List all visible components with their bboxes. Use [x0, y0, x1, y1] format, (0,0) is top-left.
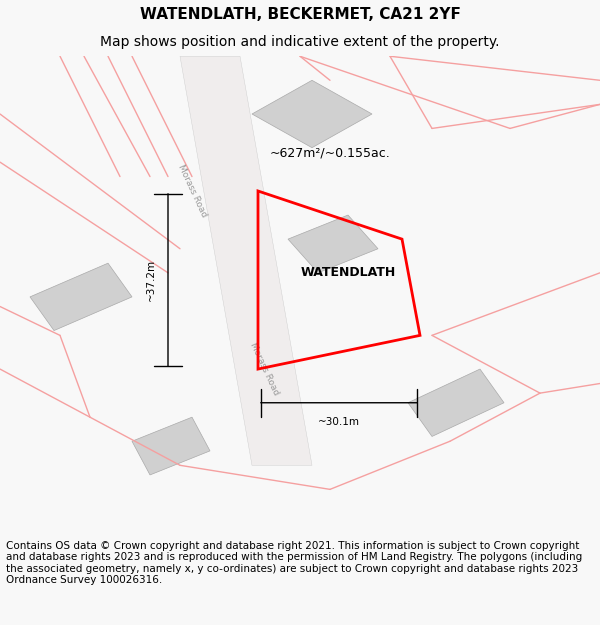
- Polygon shape: [288, 215, 378, 272]
- Text: Map shows position and indicative extent of the property.: Map shows position and indicative extent…: [100, 35, 500, 49]
- Polygon shape: [132, 418, 210, 475]
- Polygon shape: [408, 369, 504, 436]
- Text: Morass Road: Morass Road: [248, 341, 280, 397]
- Polygon shape: [30, 263, 132, 331]
- Text: WATENDLATH: WATENDLATH: [301, 266, 395, 279]
- Text: Contains OS data © Crown copyright and database right 2021. This information is : Contains OS data © Crown copyright and d…: [6, 541, 582, 586]
- Text: Morass Road: Morass Road: [176, 163, 208, 219]
- Text: WATENDLATH, BECKERMET, CA21 2YF: WATENDLATH, BECKERMET, CA21 2YF: [140, 6, 460, 21]
- Polygon shape: [180, 56, 312, 465]
- Polygon shape: [252, 80, 372, 148]
- Text: ~627m²/~0.155ac.: ~627m²/~0.155ac.: [269, 146, 391, 159]
- Text: ~37.2m: ~37.2m: [146, 259, 156, 301]
- Text: ~30.1m: ~30.1m: [318, 418, 360, 428]
